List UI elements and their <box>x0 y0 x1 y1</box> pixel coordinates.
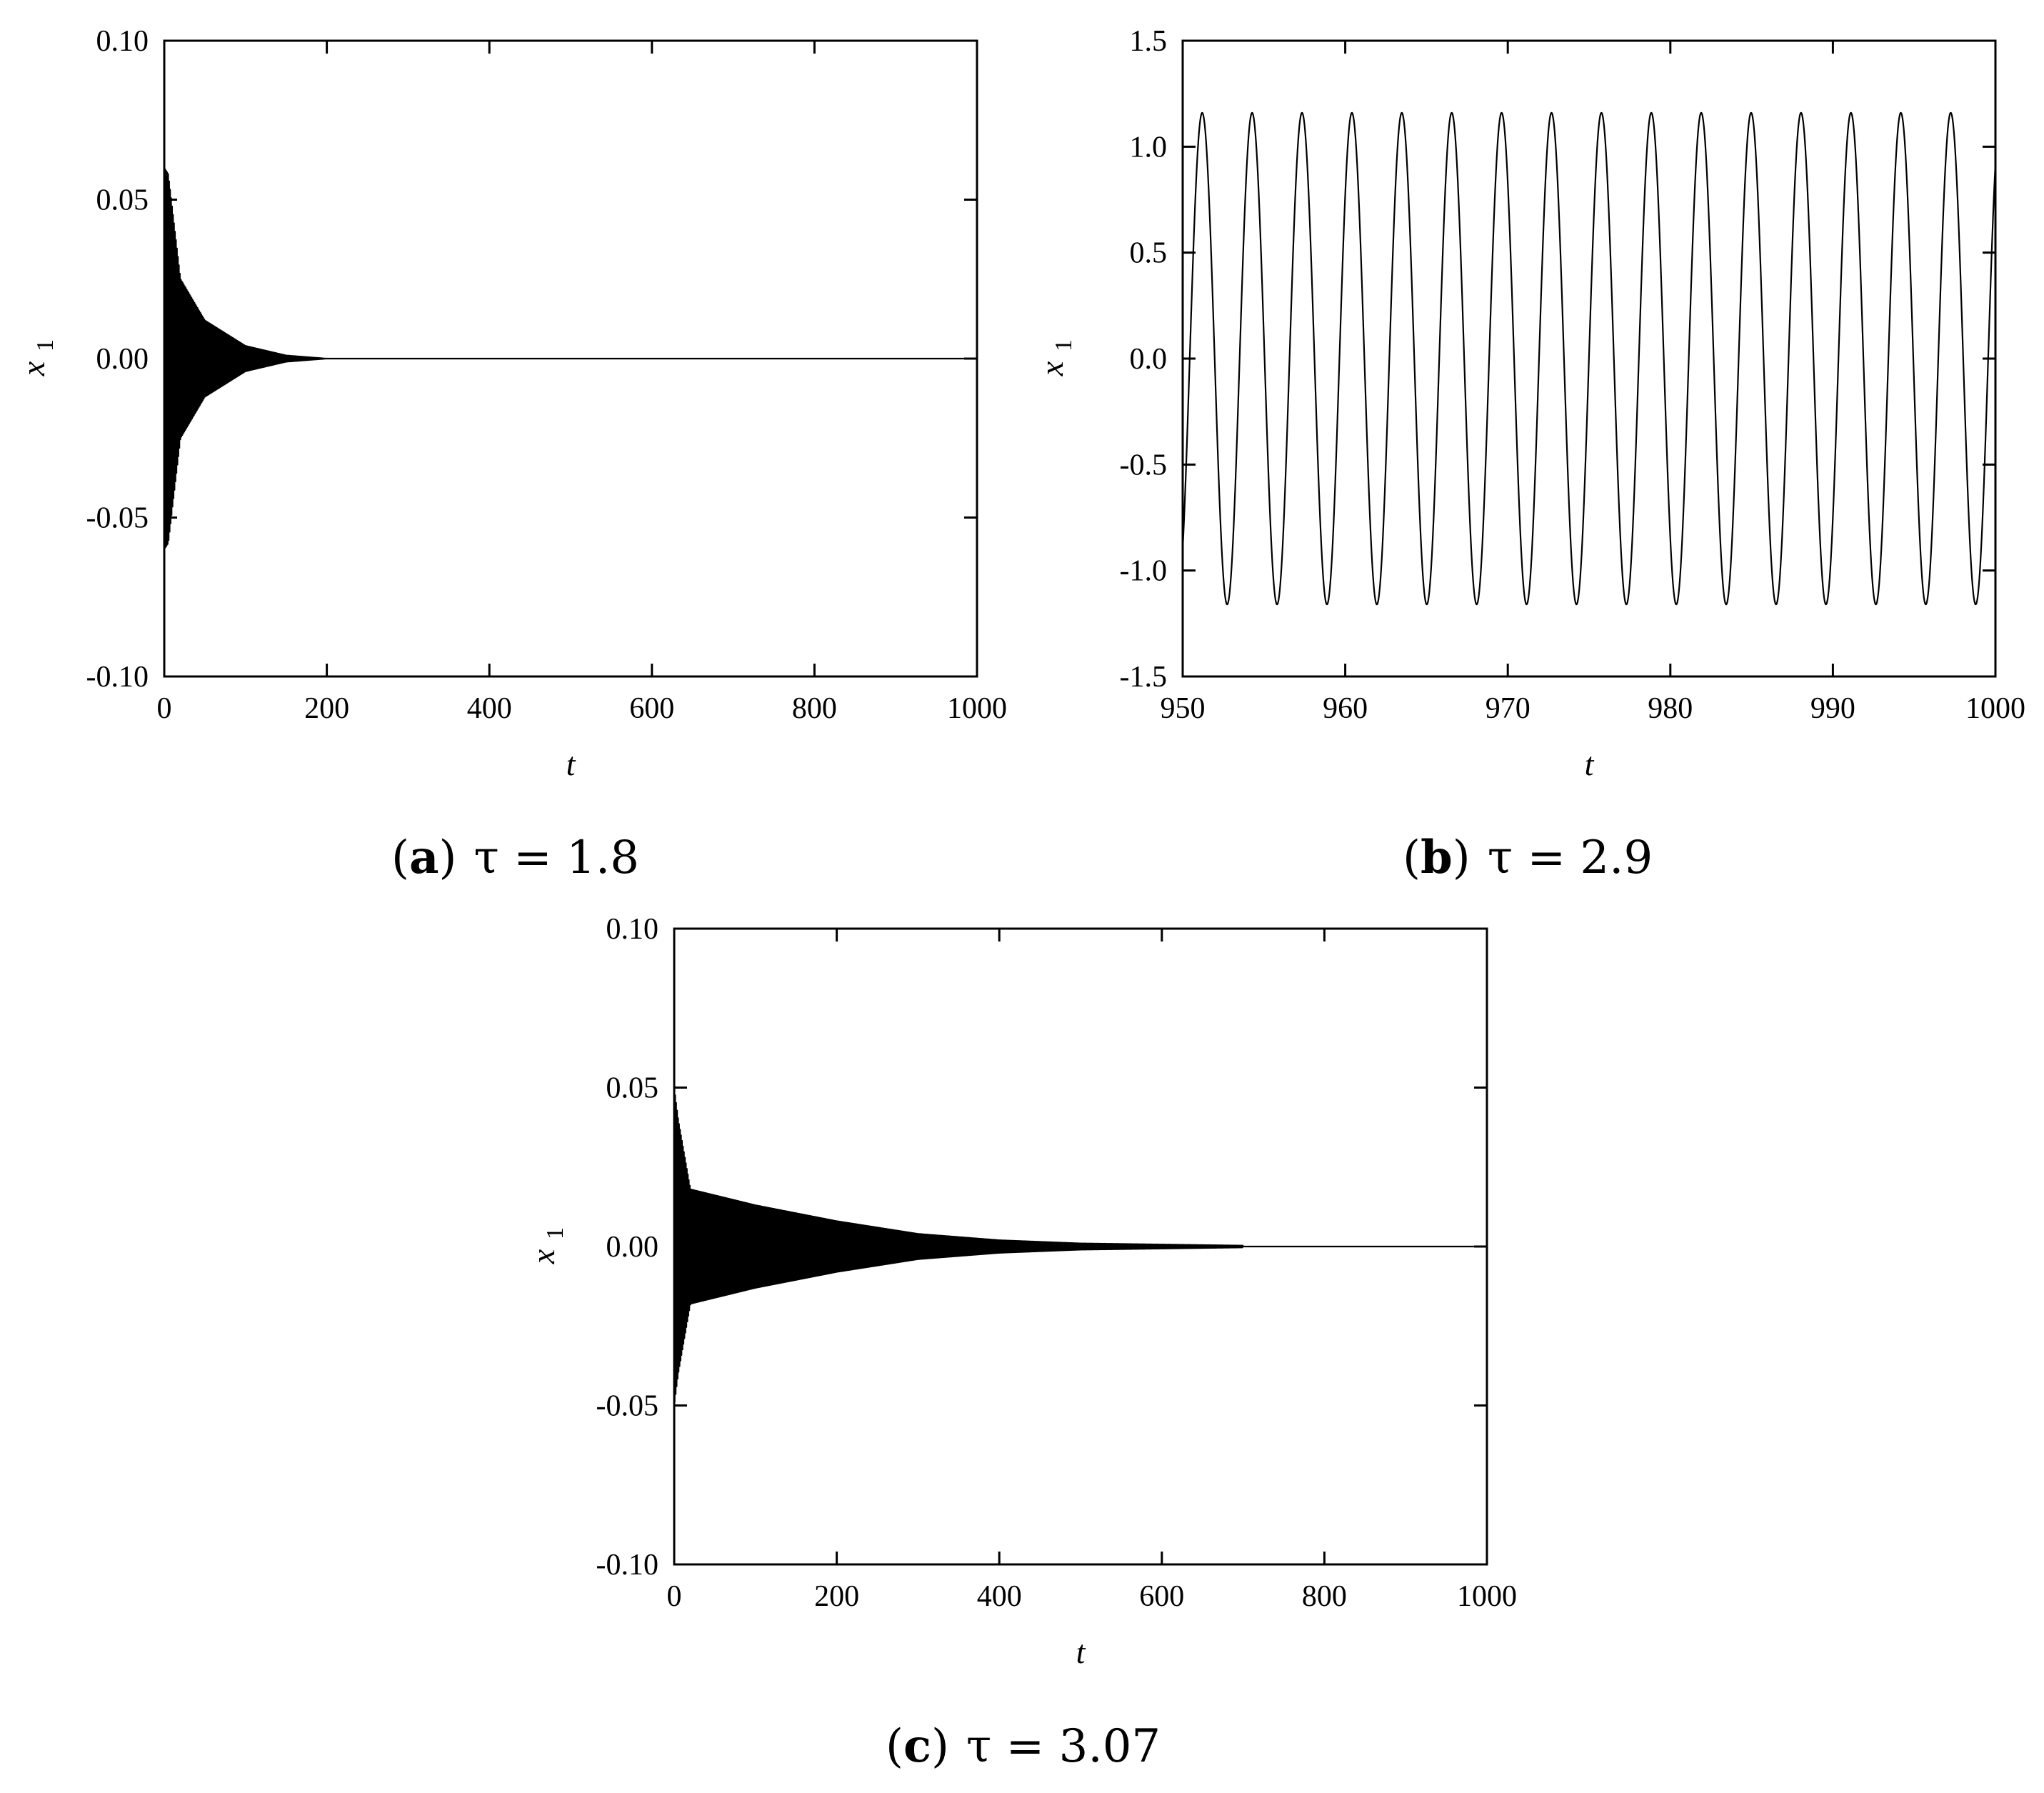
panel-c-x-tick-label: 200 <box>814 1580 859 1613</box>
panel-c-series-line <box>673 1087 1487 1403</box>
panel-c-y-tick-label: 0.05 <box>606 1072 659 1105</box>
panel-c-y-axis-label: x 1 <box>525 1227 568 1264</box>
panel-a-chart: 0 200 400 600 800 1000 -0.10 -0.05 0.00 0.05 0.10… <box>15 25 1007 884</box>
panel-b-x-tick-label: 980 <box>1648 692 1693 725</box>
panel-b-chart: 950 960 970 980 990 1000 -1.5 -1.0 -0.5 0.0 0.5 1.… <box>1033 25 2025 884</box>
panel-b-trace-group <box>1181 111 1997 606</box>
panel-a-y-tick-label: 0.00 <box>96 343 149 376</box>
panel-a-y-axis-label-main: x <box>15 361 51 376</box>
panel-b-y-tick-label: 1.0 <box>1130 131 1168 164</box>
panel-b-y-tick-label: -1.0 <box>1120 555 1168 588</box>
panel-a-y-tick-label: 0.10 <box>96 25 149 58</box>
panel-b-x-tick-label: 960 <box>1323 692 1368 725</box>
panel-b-x-ticks: 950 960 970 980 990 1000 <box>1161 41 2025 725</box>
panel-a-x-tick-label: 200 <box>304 692 349 725</box>
panel-b-caption: (b) τ = 2.9 <box>1403 831 1653 884</box>
panel-a-x-tick-label: 800 <box>792 692 837 725</box>
panel-b-x-tick-label: 970 <box>1486 692 1531 725</box>
panel-b-series-line <box>1181 111 1997 606</box>
panel-a-x-tick-label: 600 <box>629 692 674 725</box>
panel-a-x-tick-label: 0 <box>157 692 172 725</box>
panel-b-y-tick-label: 1.5 <box>1130 25 1168 58</box>
panel-c-x-axis-label: t <box>1076 1634 1086 1670</box>
panel-c-caption-equation: τ = 3.07 <box>966 1720 1161 1773</box>
panel-c-y-tick-label: -0.10 <box>596 1549 659 1582</box>
panel-b-y-tick-label: -0.5 <box>1120 449 1168 481</box>
panel-c-y-tick-label: -0.05 <box>596 1390 659 1423</box>
panel-a-y-axis-label: x 1 <box>15 339 59 376</box>
panel-a-x-tick-label: 400 <box>467 692 512 725</box>
panel-a-series-line <box>163 167 977 550</box>
panel-b-y-axis-label: x 1 <box>1033 339 1077 376</box>
panel-c-x-tick-label: 0 <box>667 1580 682 1613</box>
panel-c-y-ticks: -0.10 -0.05 0.00 0.05 0.10 <box>596 913 1487 1582</box>
panel-a-y-tick-label: -0.05 <box>86 502 149 535</box>
panel-a-y-ticks: -0.10 -0.05 0.00 0.05 0.10 <box>86 25 977 694</box>
panel-a-caption-letter: a <box>409 831 439 884</box>
panel-b-x-axis-label: t <box>1585 746 1595 782</box>
panel-b-y-axis-label-sub: 1 <box>1051 339 1077 351</box>
panel-c-y-tick-label: 0.00 <box>606 1231 659 1264</box>
panel-c-y-axis-label-main: x <box>525 1249 561 1264</box>
panel-c-x-tick-label: 400 <box>977 1580 1022 1613</box>
panel-a-caption: (a) τ = 1.8 <box>391 831 639 884</box>
panel-a-x-axis-label: t <box>566 746 576 782</box>
panel-c-x-ticks: 0 200 400 600 800 1000 <box>667 929 1517 1613</box>
panel-b-caption-letter: b <box>1421 831 1453 884</box>
panel-a-x-ticks: 0 200 400 600 800 1000 <box>157 41 1007 725</box>
panel-a-y-tick-label: -0.10 <box>86 661 149 694</box>
panel-a-y-tick-label: 0.05 <box>96 184 149 217</box>
panel-c-y-tick-label: 0.10 <box>606 913 659 946</box>
panel-b-y-tick-label: 0.0 <box>1130 343 1168 376</box>
panel-c-caption: (c) τ = 3.07 <box>886 1719 1161 1773</box>
panel-c-y-axis-label-sub: 1 <box>542 1227 568 1239</box>
panel-b-caption-equation: τ = 2.9 <box>1488 831 1653 884</box>
panel-b-x-tick-label: 950 <box>1161 692 1206 725</box>
panel-c-x-tick-label: 600 <box>1139 1580 1184 1613</box>
panel-b-x-tick-label: 1000 <box>1965 692 2025 725</box>
panel-b-y-ticks: -1.5 -1.0 -0.5 0.0 0.5 1.0 1.5 <box>1120 25 1995 694</box>
panel-c-x-tick-label: 1000 <box>1457 1580 1517 1613</box>
panel-b-y-tick-label: 0.5 <box>1130 237 1168 270</box>
panel-c-trace-group <box>673 1087 1487 1403</box>
panel-c-caption-letter: c <box>903 1719 931 1773</box>
panel-a-trace-group <box>163 167 977 550</box>
panel-c-chart: 0 200 400 600 800 1000 -0.10 -0.05 0.00 0.05 0.10… <box>525 913 1517 1773</box>
panel-c-x-tick-label: 800 <box>1302 1580 1347 1613</box>
panel-b-y-tick-label: -1.5 <box>1120 661 1168 694</box>
panel-a-caption-equation: τ = 1.8 <box>474 831 639 884</box>
panel-b-x-tick-label: 990 <box>1810 692 1855 725</box>
panel-a-y-axis-label-sub: 1 <box>32 339 59 351</box>
panel-b-y-axis-label-main: x <box>1033 361 1070 376</box>
panel-a-x-tick-label: 1000 <box>947 692 1007 725</box>
